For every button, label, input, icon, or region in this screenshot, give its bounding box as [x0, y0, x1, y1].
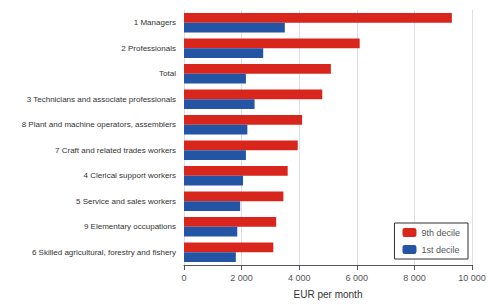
svg-text:1st decile: 1st decile	[421, 245, 459, 255]
svg-text:8 000: 8 000	[403, 273, 426, 283]
svg-text:7 Craft and related trades wor: 7 Craft and related trades workers	[55, 146, 176, 155]
svg-text:9 Elementary occupations: 9 Elementary occupations	[84, 222, 176, 231]
svg-text:2 000: 2 000	[230, 273, 253, 283]
svg-text:3 Technicians and associate pr: 3 Technicians and associate professional…	[27, 95, 176, 104]
svg-text:EUR per month: EUR per month	[294, 289, 363, 300]
svg-text:8 Plant and machine operators,: 8 Plant and machine operators, assembler…	[22, 120, 176, 129]
svg-text:4 Clerical support workers: 4 Clerical support workers	[84, 171, 176, 180]
svg-text:5 Service and sales workers: 5 Service and sales workers	[76, 197, 176, 206]
svg-text:6 Skilled agricultural, forest: 6 Skilled agricultural, forestry and fis…	[32, 248, 176, 257]
svg-text:4 000: 4 000	[288, 273, 311, 283]
svg-text:0: 0	[181, 273, 186, 283]
svg-text:9th decile: 9th decile	[421, 228, 460, 238]
svg-text:2 Professionals: 2 Professionals	[121, 44, 176, 53]
svg-text:6 000: 6 000	[346, 273, 369, 283]
svg-text:Total: Total	[159, 69, 176, 78]
svg-text:10 000: 10 000	[458, 273, 486, 283]
svg-text:1 Managers: 1 Managers	[134, 18, 176, 27]
